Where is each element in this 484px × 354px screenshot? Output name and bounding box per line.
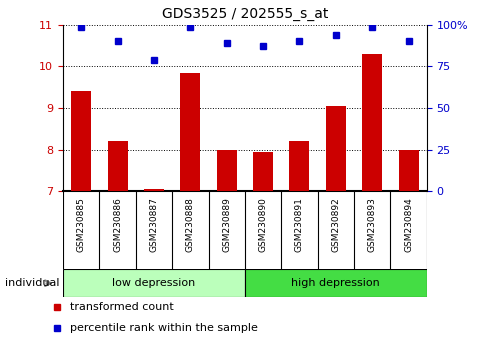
Text: GSM230891: GSM230891 — [294, 198, 303, 252]
Text: transformed count: transformed count — [70, 302, 174, 312]
Bar — [216, 149, 236, 191]
Text: individual: individual — [5, 278, 59, 288]
Text: GSM230890: GSM230890 — [258, 198, 267, 252]
Text: GSM230894: GSM230894 — [403, 198, 412, 252]
Bar — [253, 152, 272, 191]
Text: GSM230886: GSM230886 — [113, 198, 122, 252]
Text: GSM230888: GSM230888 — [185, 198, 195, 252]
Bar — [107, 141, 127, 191]
Text: GSM230893: GSM230893 — [367, 198, 376, 252]
Bar — [63, 269, 244, 297]
Text: GSM230885: GSM230885 — [76, 198, 86, 252]
Bar — [398, 149, 418, 191]
Text: high depression: high depression — [291, 278, 379, 288]
Text: low depression: low depression — [112, 278, 195, 288]
Text: GSM230889: GSM230889 — [222, 198, 231, 252]
Bar — [325, 106, 345, 191]
Bar — [362, 54, 381, 191]
Title: GDS3525 / 202555_s_at: GDS3525 / 202555_s_at — [161, 7, 328, 21]
Text: GSM230892: GSM230892 — [331, 198, 340, 252]
Bar — [244, 269, 426, 297]
Bar — [289, 141, 309, 191]
Text: GSM230887: GSM230887 — [149, 198, 158, 252]
Text: percentile rank within the sample: percentile rank within the sample — [70, 323, 257, 333]
Bar — [144, 189, 164, 191]
Bar — [71, 91, 91, 191]
Bar — [180, 73, 200, 191]
